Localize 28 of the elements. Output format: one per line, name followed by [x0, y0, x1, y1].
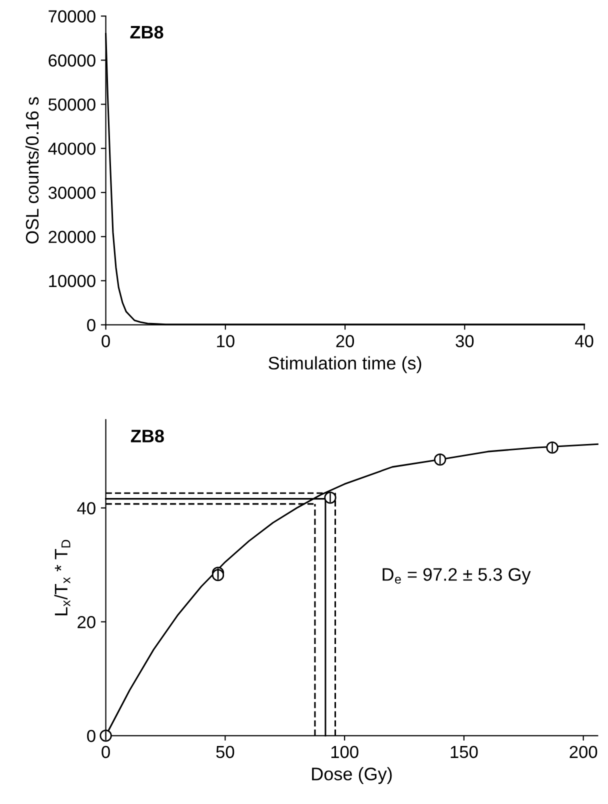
x-tick-label: 10: [217, 334, 234, 348]
x-tick-label: 0: [102, 334, 110, 348]
x-axis-title: Stimulation time (s): [268, 356, 422, 374]
x-tick-label: 0: [102, 746, 110, 758]
y-tick-label: 0: [87, 318, 96, 332]
x-tick-label: 20: [336, 334, 354, 348]
y-axis-title: L$_{x}$/T$_{x}$ * T$_{D}$: [54, 540, 70, 616]
chart-title: ZB8: [130, 26, 164, 39]
annotation: D$_{e}$ = 97.2 ± 5.3 Gy: [382, 568, 531, 584]
y-tick-label: 30000: [48, 186, 96, 199]
y-tick-label: 70000: [48, 10, 96, 23]
y-axis-title: OSL counts/0.16 s: [25, 97, 39, 244]
y-tick-label: 10000: [49, 274, 96, 288]
x-tick-label: 100: [331, 746, 358, 758]
y-tick-label: 20: [78, 616, 96, 628]
y-tick-label: 0: [87, 730, 96, 742]
x-tick-label: 40: [575, 334, 594, 348]
y-tick-label: 60000: [48, 54, 96, 67]
x-tick-label: 50: [216, 746, 234, 758]
y-tick-label: 50000: [48, 98, 96, 111]
chart-title: ZB8: [130, 430, 164, 442]
x-tick-label: 30: [456, 334, 474, 348]
x-tick-label: 150: [450, 746, 478, 758]
y-tick-label: 40000: [48, 142, 96, 155]
x-axis-title: Dose (Gy): [312, 767, 392, 784]
y-tick-label: 20000: [48, 230, 96, 244]
x-tick-label: 200: [570, 746, 598, 758]
y-tick-label: 40: [77, 502, 96, 514]
